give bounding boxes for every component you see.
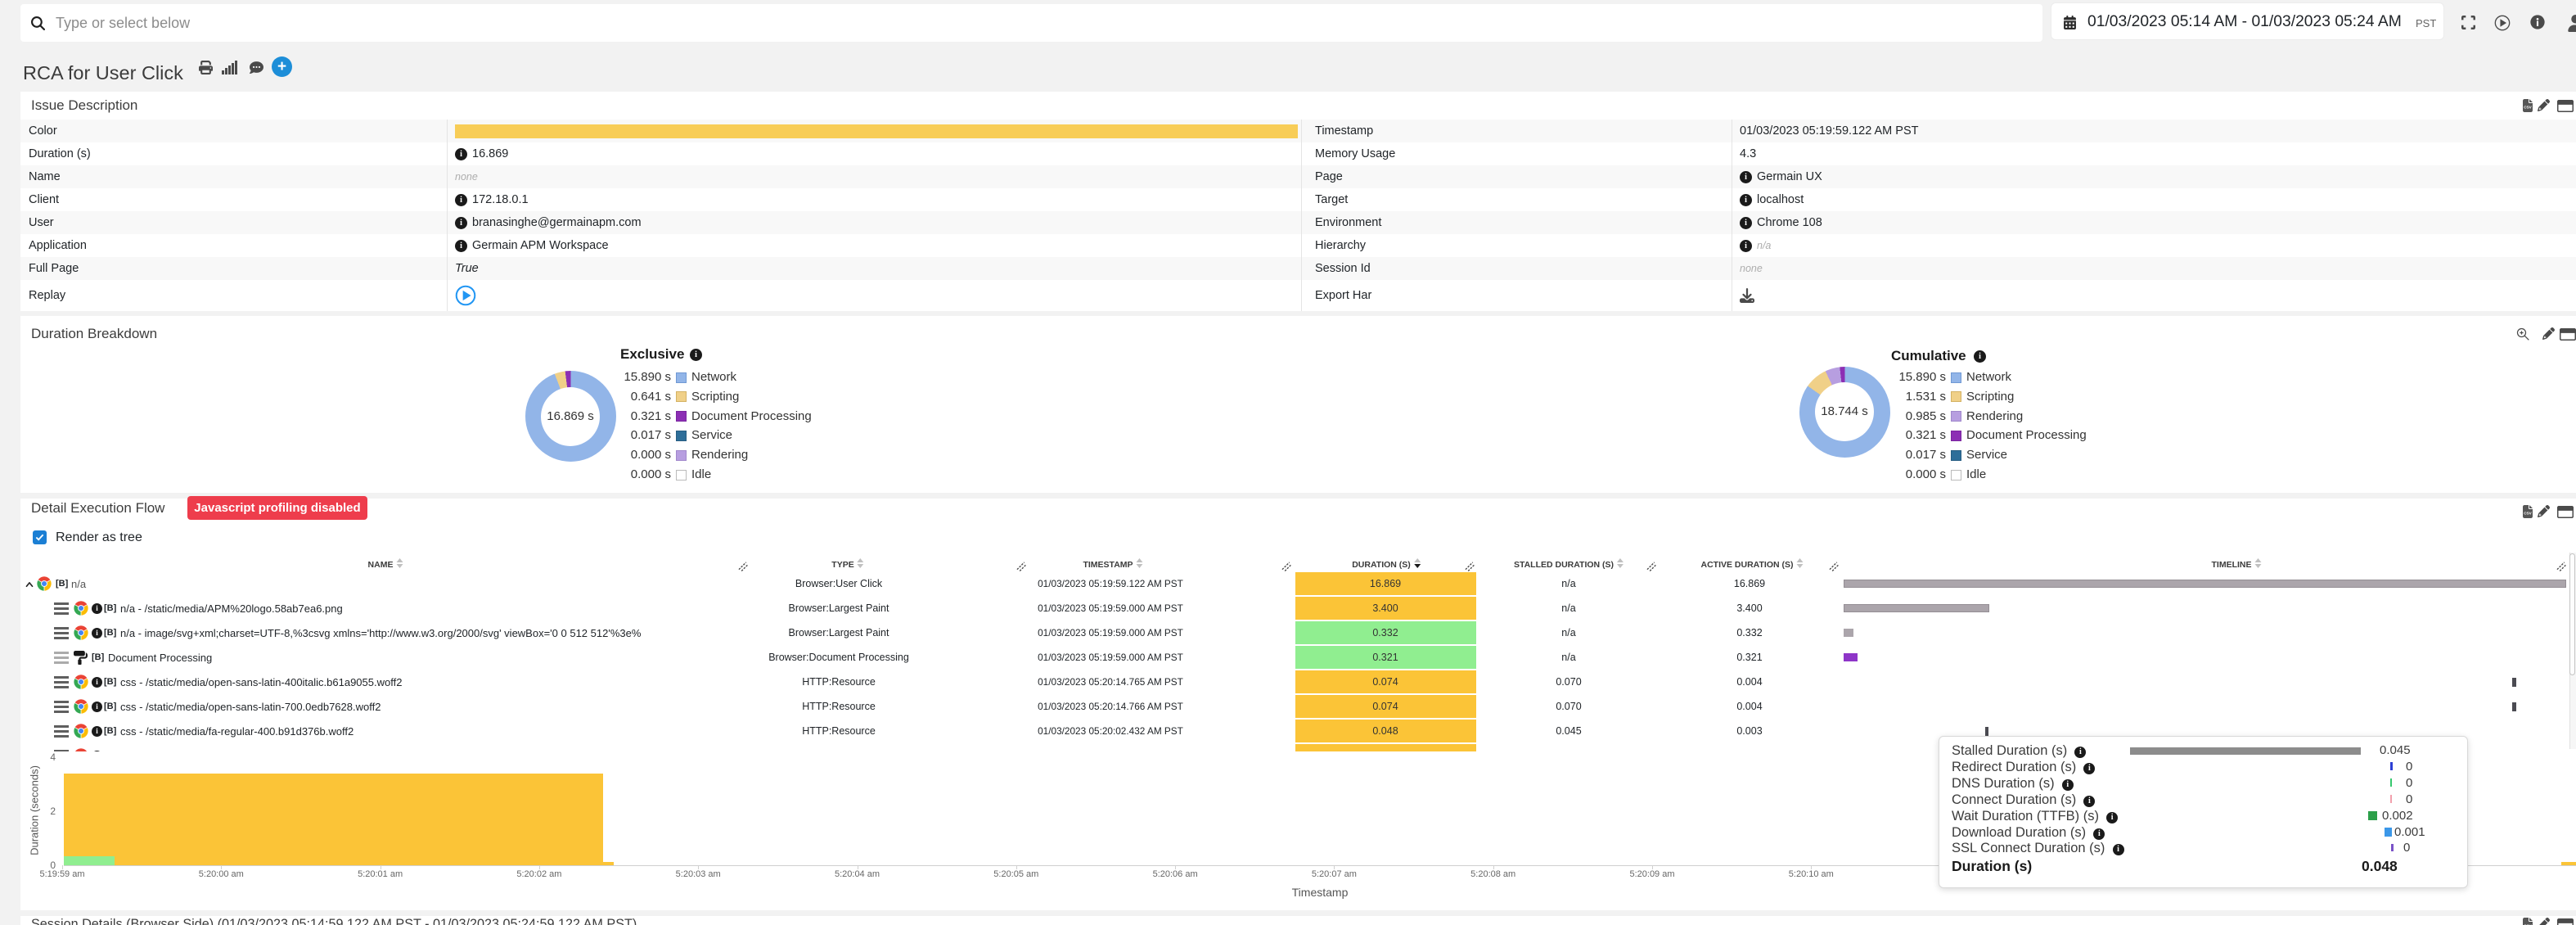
- svg-text:CSV: CSV: [2524, 105, 2532, 109]
- svg-text:CSV: CSV: [2524, 923, 2532, 925]
- svg-text:CSV: CSV: [2524, 511, 2532, 515]
